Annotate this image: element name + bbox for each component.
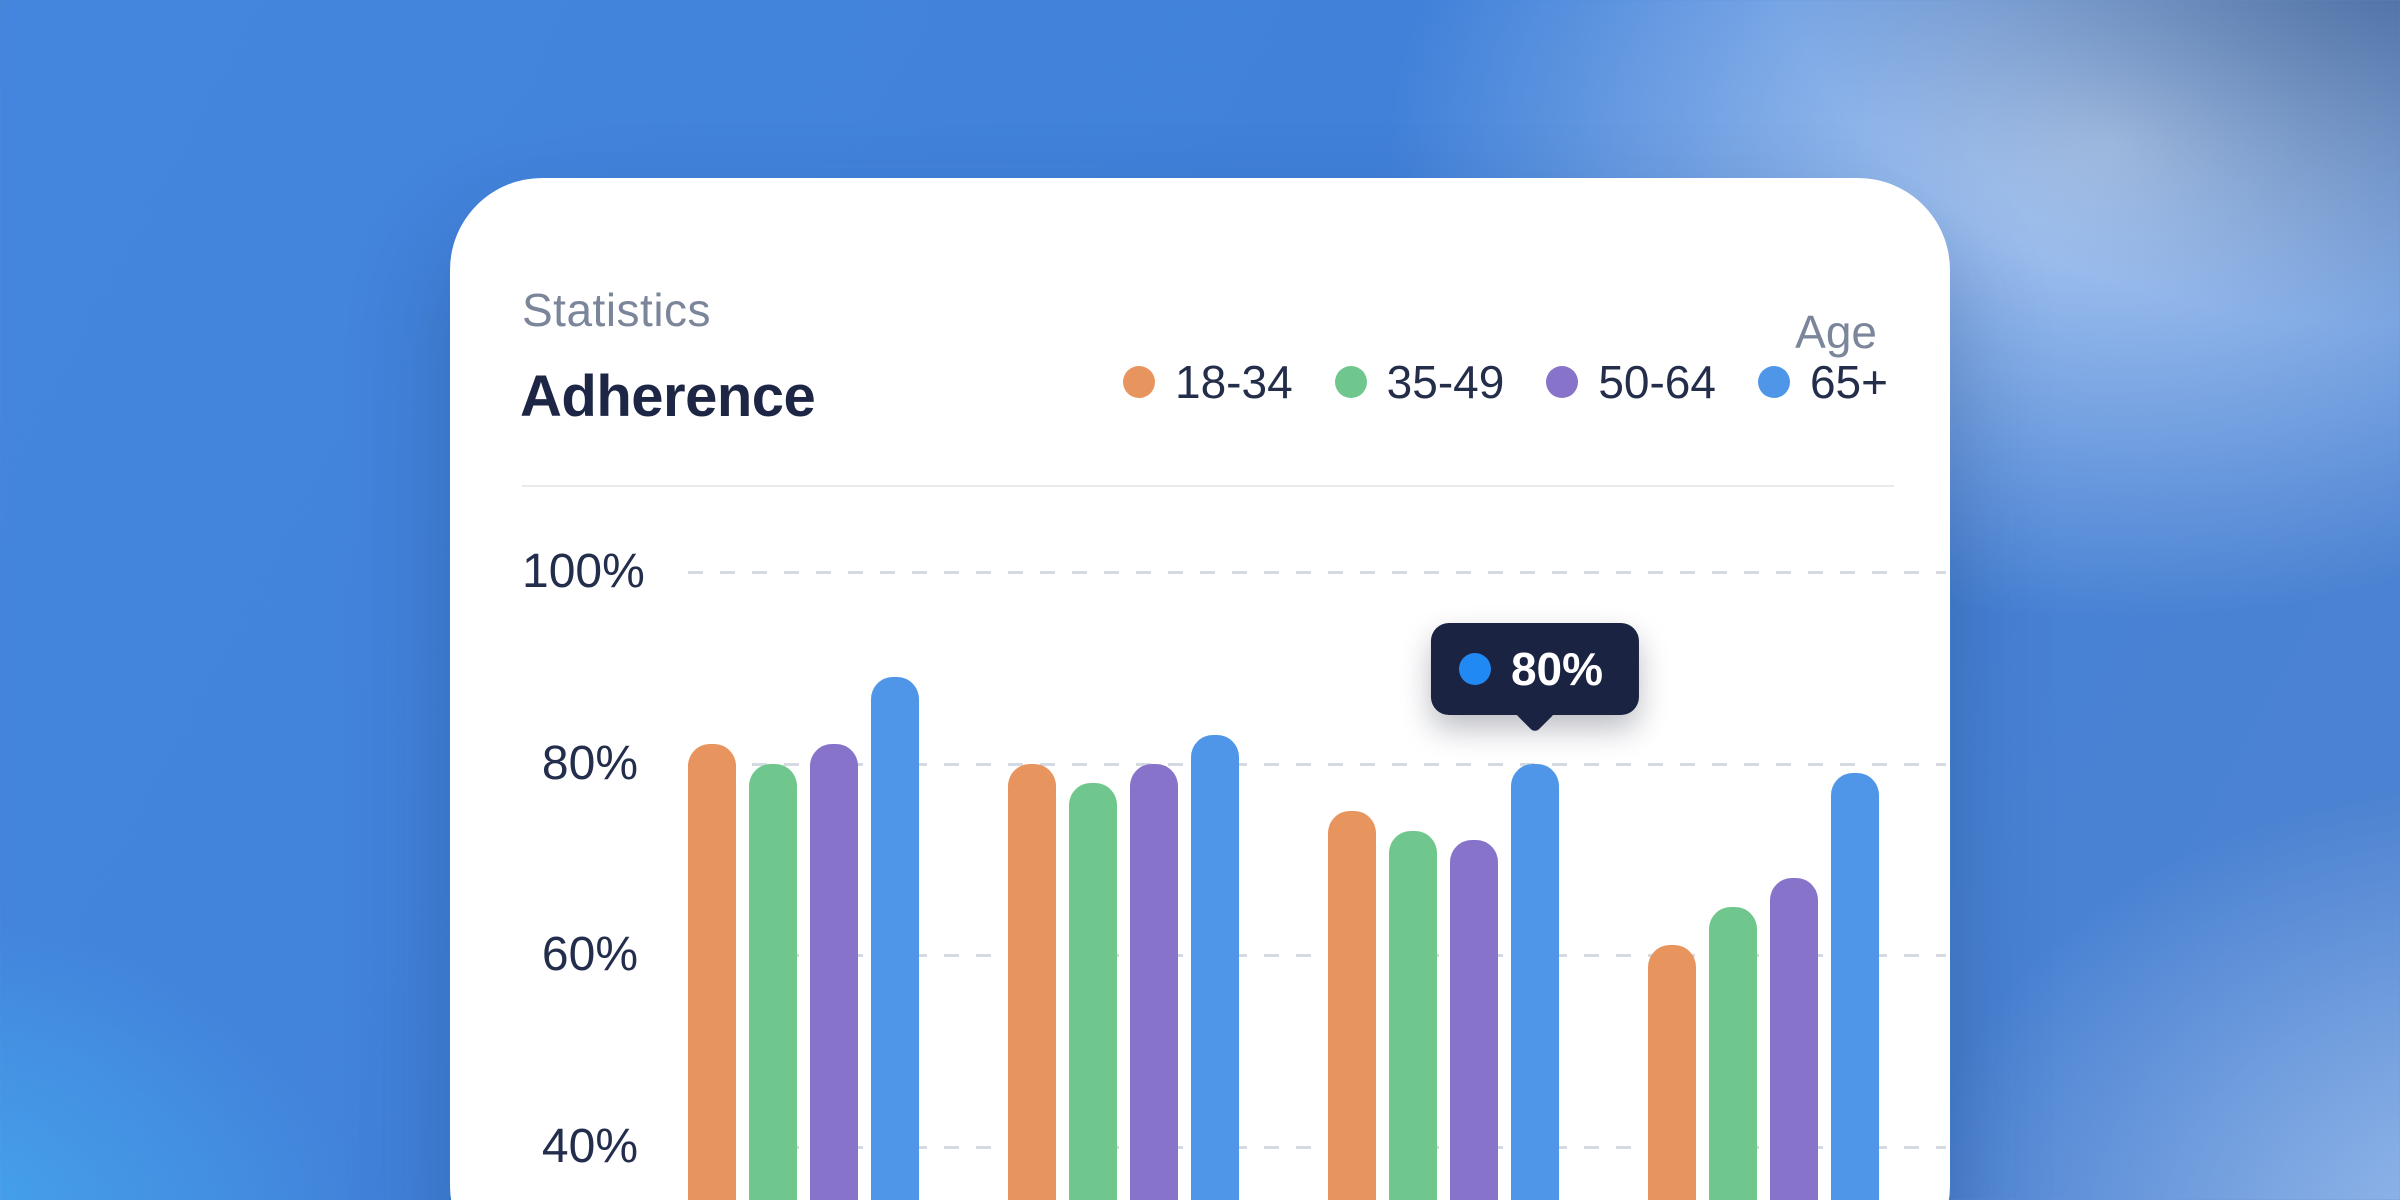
bar-50-64-group4[interactable] [1770,878,1818,1200]
bar-35-49-group2[interactable] [1069,782,1117,1200]
legend-item-label: 65+ [1809,356,1888,408]
bar-18-34-group4[interactable] [1648,945,1696,1200]
card-eyebrow: Statistics [522,284,712,336]
tooltip: 80% [1430,623,1640,734]
bar-65plus-group2[interactable] [1191,734,1239,1200]
tooltip-value: 80% [1510,643,1604,695]
legend-item-65plus[interactable]: 65+ [1757,356,1888,408]
bar-65plus-group1[interactable] [871,677,919,1200]
bar-35-49-group1[interactable] [749,763,797,1200]
legend-dot-icon [1757,366,1790,398]
y-axis-tick-label: 100% [522,545,645,598]
gridline [688,954,1946,957]
tooltip-series-dot-icon [1458,653,1491,685]
legend-item-35-49[interactable]: 35-49 [1334,356,1505,408]
bar-35-49-group3[interactable] [1389,830,1437,1200]
bar-18-34-group2[interactable] [1008,763,1056,1200]
gridline [688,1145,1946,1149]
stats-card: Statistics Adherence Age 18-34 35-49 50-64… [450,178,1950,1200]
y-axis-tick-label: 80% [541,736,638,790]
header-divider [522,485,1894,487]
page-title: Adherence [520,364,816,429]
legend-title: Age [1795,306,1877,358]
bar-50-64-group2[interactable] [1130,763,1178,1200]
bar-35-49-group4[interactable] [1709,907,1757,1200]
legend-dot-icon [1123,366,1155,398]
legend: 18-34 35-49 50-64 65+ [1123,359,1888,405]
gridline [688,571,1946,574]
gridline [688,762,1946,766]
bar-chart-plot [688,572,1946,1200]
legend-dot-icon [1334,366,1367,398]
bar-50-64-group1[interactable] [810,744,858,1200]
legend-item-50-64[interactable]: 50-64 [1546,359,1716,405]
y-axis-tick-label: 40% [541,1119,638,1173]
legend-item-label: 18-34 [1175,356,1293,408]
legend-item-label: 35-49 [1386,356,1505,408]
bar-65plus-group3[interactable] [1511,763,1559,1200]
bar-65plus-group4[interactable] [1831,773,1879,1200]
legend-item-18-34[interactable]: 18-34 [1123,359,1293,405]
bar-18-34-group3[interactable] [1328,811,1376,1200]
legend-item-label: 50-64 [1598,356,1716,408]
bar-50-64-group3[interactable] [1450,840,1498,1200]
y-axis-tick-label: 60% [541,928,638,981]
bar-18-34-group1[interactable] [688,744,736,1200]
legend-dot-icon [1546,366,1579,398]
